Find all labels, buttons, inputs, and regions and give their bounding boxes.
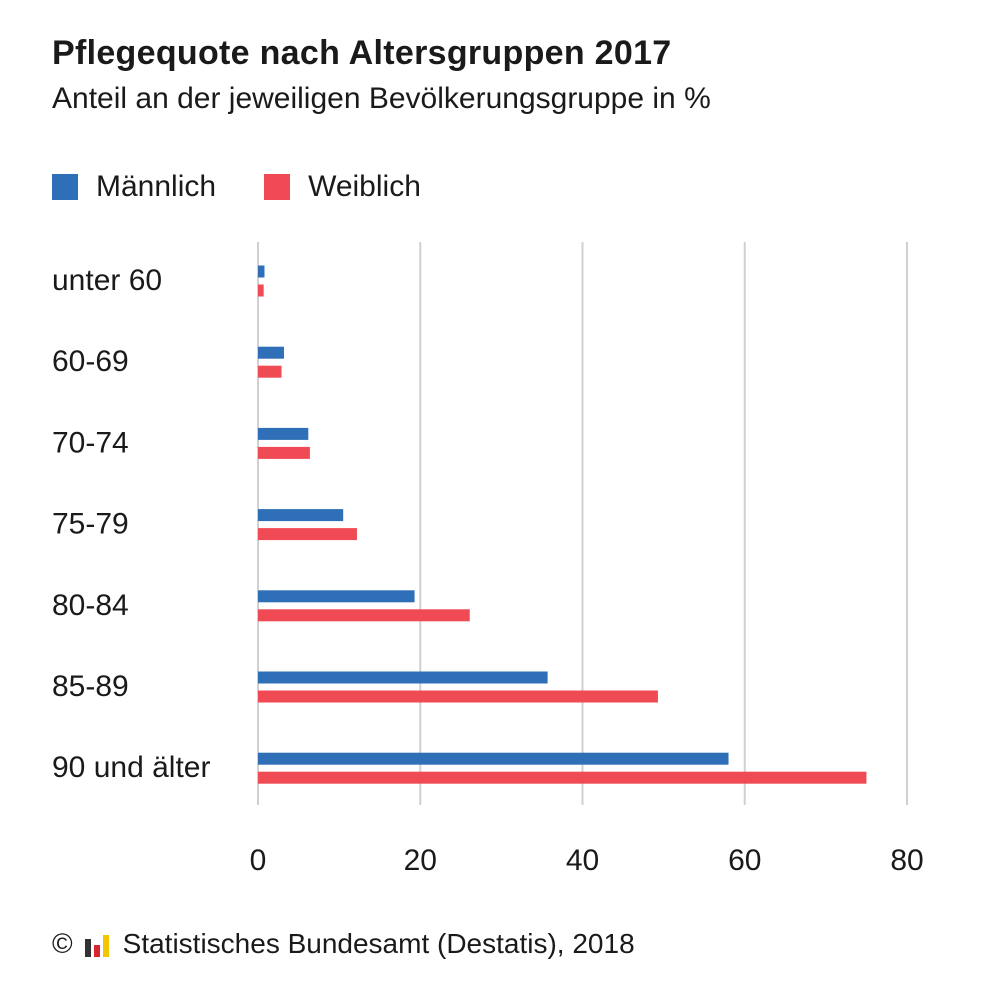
bar-female [258,365,282,378]
x-tick-label: 60 [728,844,761,877]
category-label: 80-84 [52,589,129,622]
legend-swatch-male [52,174,78,200]
chart-title: Pflegequote nach Altersgruppen 2017 [52,34,672,72]
legend-label-female: Weiblich [308,170,421,203]
legend: Männlich Weiblich [52,170,469,204]
bar-male [258,427,309,440]
bar-female [258,609,470,622]
bar-female [258,284,264,297]
bar-female [258,771,867,784]
category-label: 85-89 [52,670,129,703]
x-tick-label: 80 [890,844,923,877]
category-label: 75-79 [52,508,129,541]
bar-male [258,346,284,359]
legend-swatch-female [264,174,291,200]
x-tick-label: 20 [404,844,437,877]
copyright-symbol: © [52,928,73,959]
category-label: unter 60 [52,264,162,297]
bar-male [258,265,265,278]
bar-male [258,671,548,684]
legend-item-female: Weiblich [264,170,421,204]
bar-female [258,690,658,703]
category-label: 90 und älter [52,751,210,784]
bar-female [258,446,310,459]
bar-male [258,590,415,603]
source-text: Statistisches Bundesamt (Destatis), 2018 [122,928,635,959]
x-tick-label: 40 [566,844,599,877]
destatis-logo-icon [83,932,113,957]
bar-male [258,509,344,522]
x-tick-label: 0 [250,844,267,877]
legend-label-male: Männlich [96,170,217,203]
category-label: 70-74 [52,426,129,459]
bar-female [258,528,357,541]
legend-item-male: Männlich [52,170,216,204]
category-label: 60-69 [52,345,129,378]
footer: © Statistisches Bundesamt (Destatis), 20… [52,928,635,960]
chart-subtitle: Anteil an der jeweiligen Bevölkerungsgru… [52,82,711,115]
bar-male [258,752,729,765]
